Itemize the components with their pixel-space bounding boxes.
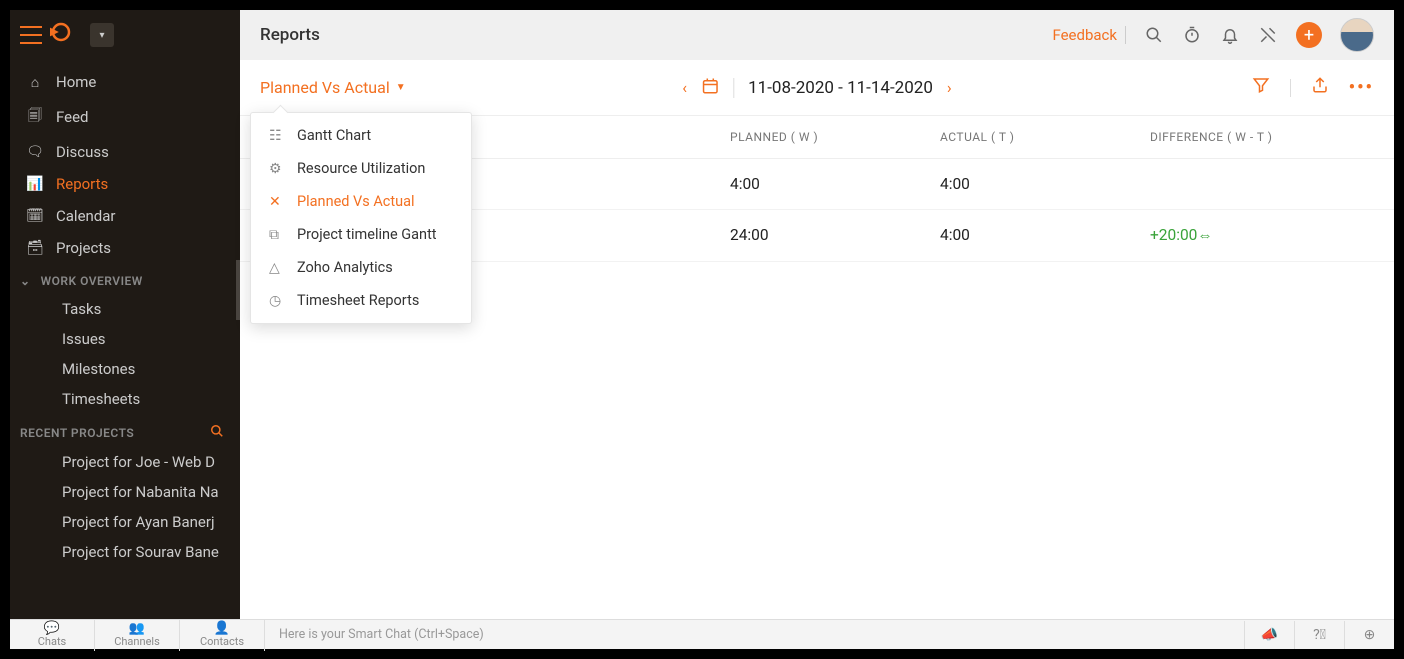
col-diff: DIFFERENCE ( W - T ) — [1150, 130, 1374, 144]
planned-value: 4:00 — [730, 175, 940, 193]
menu-item-icon: ◷ — [269, 293, 285, 309]
chat-tab-contacts[interactable]: 👤Contacts — [180, 619, 265, 651]
feedback-link[interactable]: Feedback — [1052, 26, 1126, 44]
bell-icon[interactable] — [1220, 25, 1240, 45]
sidebar-resize-handle[interactable] — [236, 260, 240, 320]
report-type-label: Planned Vs Actual — [260, 78, 390, 97]
discuss-icon: 🗨 — [26, 144, 44, 160]
menu-item-icon: △ — [269, 260, 285, 276]
chats-icon: 💬 — [10, 622, 94, 635]
menu-item-label: Resource Utilization — [297, 160, 425, 177]
report-type-menu: ☷ Gantt Chart ⚙ Resource Utilization ✕ Planne… — [250, 112, 472, 324]
report-menu-item[interactable]: △ Zoho Analytics — [251, 251, 471, 284]
section-label: RECENT PROJECTS — [20, 426, 134, 440]
chat-bar: 💬Chats👥Channels👤Contacts Here is your Sm… — [10, 619, 1394, 649]
calendar-icon: 🗓 — [26, 208, 44, 224]
sidebar-item-issues[interactable]: Issues — [10, 324, 240, 354]
menu-item-label: Timesheet Reports — [297, 292, 419, 309]
menu-item-icon: ☷ — [269, 128, 285, 144]
report-type-dropdown[interactable]: Planned Vs Actual ▼ — [260, 78, 406, 97]
tools-icon[interactable] — [1258, 25, 1278, 45]
smart-chat-input[interactable]: Here is your Smart Chat (Ctrl+Space) — [265, 627, 1244, 642]
avatar[interactable] — [1340, 18, 1374, 52]
chat-tab-channels[interactable]: 👥Channels — [95, 619, 180, 651]
report-menu-item[interactable]: ⚙ Resource Utilization — [251, 152, 471, 185]
nav-label: Discuss — [56, 143, 109, 161]
report-menu-item[interactable]: ☷ Gantt Chart — [251, 119, 471, 152]
sidebar-item-feed[interactable]: 🗐 Feed — [10, 98, 240, 136]
menu-item-icon: ⧉ — [269, 227, 285, 243]
feed-icon: 🗐 — [26, 105, 44, 129]
search-icon[interactable] — [1144, 25, 1164, 45]
diff-value: +20:00⇔ — [1150, 226, 1213, 245]
projects-icon: 🗃 — [26, 240, 44, 256]
date-range[interactable]: 11-08-2020 - 11-14-2020 — [748, 78, 933, 98]
page-title: Reports — [260, 25, 320, 45]
report-menu-item[interactable]: ✕ Planned Vs Actual — [251, 185, 471, 218]
reports-icon: 📊 — [26, 176, 44, 192]
nav-label: Calendar — [56, 207, 116, 225]
caret-down-icon: ▼ — [396, 82, 406, 93]
home-icon: ⌂ — [26, 74, 44, 91]
filter-icon[interactable] — [1252, 76, 1270, 99]
help-icon[interactable]: ?⃝ — [1294, 621, 1344, 649]
next-period-button[interactable]: › — [947, 78, 952, 97]
actual-value: 4:00 — [940, 226, 1150, 245]
subheader: Planned Vs Actual ▼ ‹ 11-08-2020 - 11-14… — [240, 60, 1394, 116]
more-icon[interactable]: ••• — [1349, 77, 1374, 98]
contacts-icon: 👤 — [180, 622, 264, 635]
menu-item-icon: ⚙ — [269, 161, 285, 177]
nav-label: Reports — [56, 175, 108, 193]
col-planned: PLANNED ( W ) — [730, 130, 940, 144]
chat-tab-chats[interactable]: 💬Chats — [10, 619, 95, 651]
planned-value: 24:00 — [730, 226, 940, 245]
section-recent-projects[interactable]: RECENT PROJECTS — [10, 414, 240, 447]
section-work-overview[interactable]: ⌄ WORK OVERVIEW — [10, 264, 240, 294]
sidebar: ⌂ Home 🗐 Feed 🗨 Discuss 📊 Reports 🗓 Calendar 🗃 Proj… — [10, 60, 240, 619]
workspace-dropdown[interactable]: ▾ — [90, 23, 114, 47]
menu-item-label: Zoho Analytics — [297, 259, 393, 276]
sidebar-item-discuss[interactable]: 🗨 Discuss — [10, 136, 240, 168]
report-menu-item[interactable]: ◷ Timesheet Reports — [251, 284, 471, 317]
menu-toggle[interactable] — [20, 26, 42, 44]
nav-label: Projects — [56, 239, 111, 257]
recent-project-item[interactable]: Project for Ayan Banerj — [10, 507, 240, 537]
sidebar-item-projects[interactable]: 🗃 Projects — [10, 232, 240, 264]
announce-icon[interactable]: 📣 — [1244, 621, 1294, 649]
chevron-icon: ⌄ — [20, 274, 31, 288]
recent-project-item[interactable]: Project for Joe - Web D — [10, 447, 240, 477]
channels-icon: 👥 — [95, 622, 179, 635]
menu-item-label: Planned Vs Actual — [297, 193, 415, 210]
sidebar-item-home[interactable]: ⌂ Home — [10, 66, 240, 98]
export-icon[interactable] — [1311, 76, 1329, 99]
search-projects-icon[interactable] — [210, 424, 224, 441]
zoom-icon[interactable]: ⊕ — [1344, 621, 1394, 649]
add-button[interactable]: + — [1296, 22, 1322, 48]
menu-item-label: Project timeline Gantt — [297, 226, 437, 243]
logo — [50, 21, 82, 49]
col-actual: ACTUAL ( T ) — [940, 130, 1150, 144]
report-menu-item[interactable]: ⧉ Project timeline Gantt — [251, 218, 471, 251]
actual-value: 4:00 — [940, 175, 1150, 193]
menu-item-icon: ✕ — [269, 194, 285, 210]
section-label: WORK OVERVIEW — [41, 274, 143, 288]
calendar-icon[interactable] — [701, 77, 719, 99]
sidebar-item-calendar[interactable]: 🗓 Calendar — [10, 200, 240, 232]
sidebar-item-tasks[interactable]: Tasks — [10, 294, 240, 324]
sidebar-item-reports[interactable]: 📊 Reports — [10, 168, 240, 200]
nav-label: Home — [56, 73, 96, 91]
menu-item-label: Gantt Chart — [297, 127, 371, 144]
nav-label: Feed — [56, 108, 89, 126]
sidebar-item-milestones[interactable]: Milestones — [10, 354, 240, 384]
prev-period-button[interactable]: ‹ — [682, 78, 687, 97]
sidebar-item-timesheets[interactable]: Timesheets — [10, 384, 240, 414]
recent-project-item[interactable]: Project for Nabanita Na — [10, 477, 240, 507]
timer-icon[interactable] — [1182, 25, 1202, 45]
recent-project-item[interactable]: Project for Sourav Bane — [10, 537, 240, 567]
